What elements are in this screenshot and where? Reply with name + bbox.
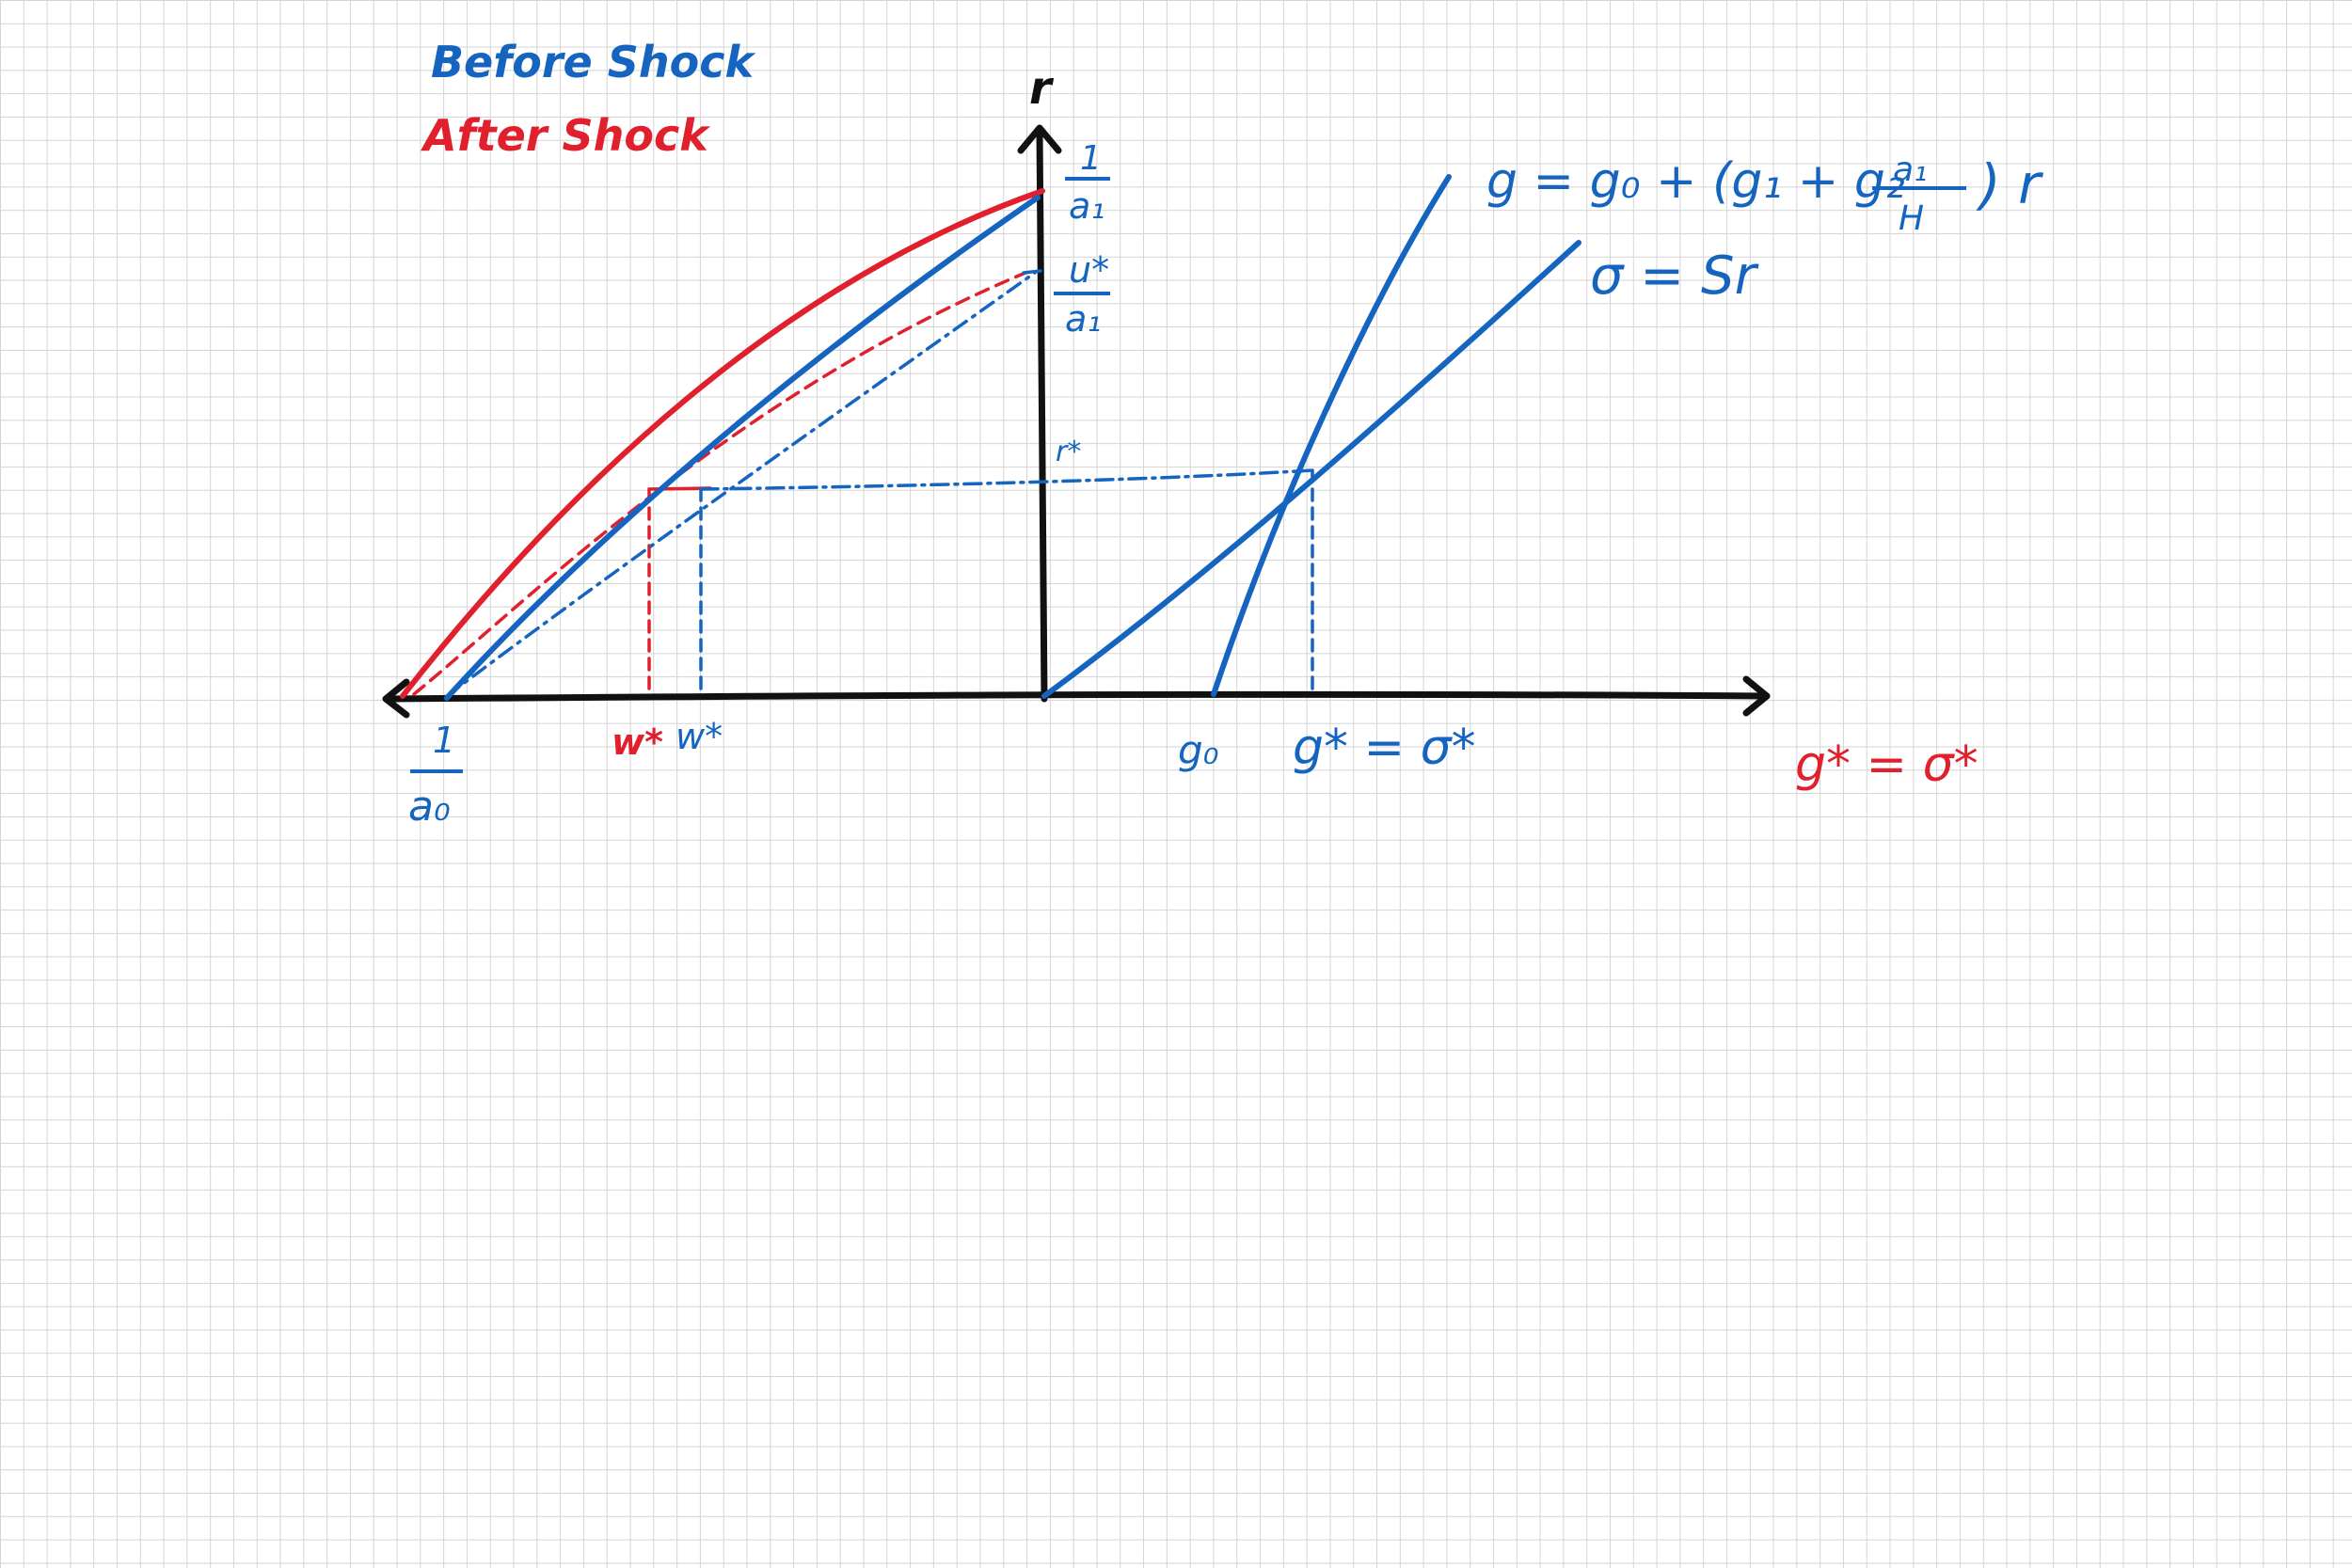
svg-text:1: 1 — [1080, 139, 1102, 178]
r-star-horizontal-guide — [699, 468, 1314, 491]
vertical-axis-arrow — [1017, 124, 1062, 154]
savings-function-label: σ = Sr — [1590, 245, 1759, 307]
axes — [382, 124, 1771, 719]
horizontal-axis-right-arrow — [1742, 675, 1771, 717]
svg-text:) r: ) r — [1976, 152, 2043, 216]
svg-text:a₁: a₁ — [1069, 185, 1105, 227]
r-star-label: r* — [1056, 436, 1081, 468]
svg-text:u*: u* — [1069, 249, 1109, 291]
legend-after-shock: After Shock — [421, 110, 710, 161]
after-shock-curves — [400, 188, 1045, 699]
g0-label: g₀ — [1178, 727, 1219, 773]
svg-text:a₁: a₁ — [1893, 150, 1928, 189]
intercept-one-over-a1: 1 a₁ — [1065, 139, 1110, 227]
equilibrium-after-label: g* = σ* — [1795, 736, 1979, 793]
vertical-axis-label: r — [1029, 62, 1055, 115]
w-star-after-label: w* — [612, 721, 663, 763]
intercept-one-over-a0: 1 a₀ — [408, 720, 463, 831]
distribution-curve-before-shock — [445, 271, 1037, 698]
svg-text:g = g₀ + (g₁ + g₂: g = g₀ + (g₁ + g₂ — [1486, 153, 1905, 210]
intercept-u-star-over-a1: u* a₁ — [1054, 249, 1110, 340]
savings-line — [1041, 240, 1581, 699]
svg-text:1: 1 — [433, 720, 455, 761]
equilibrium-before-label: g* = σ* — [1293, 720, 1476, 776]
investment-function-label: g = g₀ + (g₁ + g₂ a₁ H ) r — [1486, 150, 2043, 238]
vertical-axis — [1036, 128, 1048, 703]
svg-text:H: H — [1899, 199, 1924, 238]
frontier-after-shock — [400, 188, 1045, 699]
u-star-marker — [1022, 269, 1042, 275]
horizontal-axis-left-arrow — [382, 678, 410, 719]
w-star-before-label: w* — [675, 716, 723, 757]
horizontal-axis — [387, 690, 1771, 703]
investment-line — [1211, 174, 1452, 697]
svg-text:a₁: a₁ — [1065, 298, 1102, 340]
frontier-before-shock — [444, 195, 1041, 701]
svg-text:a₀: a₀ — [408, 783, 451, 831]
legend-before-shock: Before Shock — [431, 37, 756, 87]
right-quadrant-lines — [1041, 174, 1581, 699]
before-shock-curves — [444, 195, 1314, 701]
